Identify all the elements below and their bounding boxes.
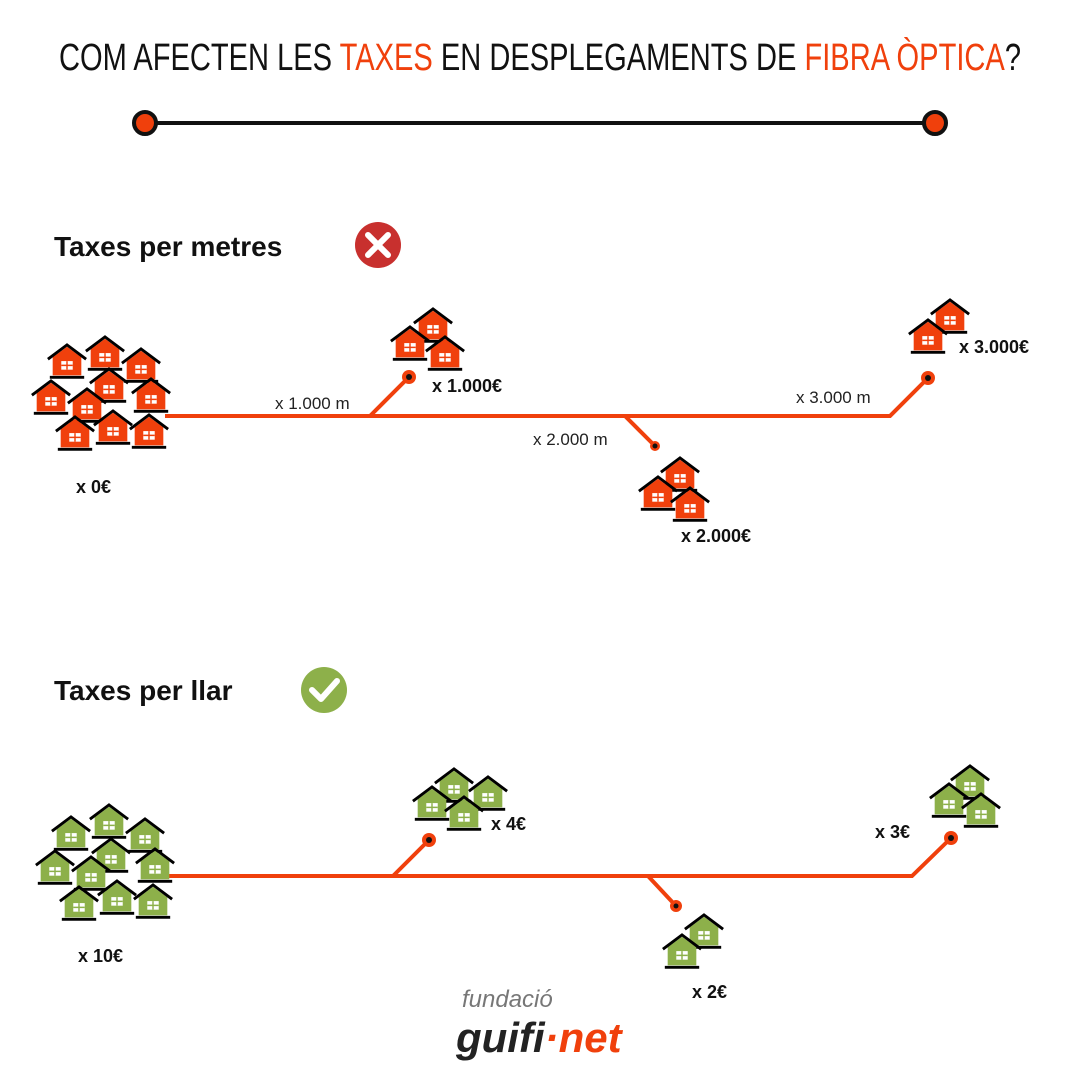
distance: x 3.000 m — [796, 388, 871, 407]
logo-part: net — [559, 1014, 624, 1061]
house — [130, 377, 172, 413]
house — [34, 849, 76, 885]
house — [58, 885, 100, 921]
house — [134, 847, 176, 883]
title-part: TAXES — [340, 37, 433, 79]
house — [669, 486, 711, 522]
title-part: COM AFECTEN LES — [59, 37, 340, 79]
junctions — [402, 370, 935, 451]
cost: x 2€ — [692, 982, 727, 1002]
logo-top: fundació — [462, 986, 553, 1013]
house — [124, 817, 166, 853]
house — [30, 379, 72, 415]
cross-icon — [355, 222, 401, 268]
fiber-lines — [165, 375, 930, 448]
title-part: ? — [1005, 37, 1021, 79]
cost: x 3.000€ — [959, 337, 1029, 357]
distance: x 1.000 m — [275, 394, 350, 413]
distance: x 2.000 m — [533, 430, 608, 449]
house — [128, 413, 170, 449]
cost: x 1.000€ — [432, 376, 502, 396]
title-part: FIBRA ÒPTICA — [804, 36, 1005, 79]
house — [88, 803, 130, 839]
title: COM AFECTEN LES TAXES EN DESPLEGAMENTS D… — [59, 36, 1021, 79]
fiber-lines — [165, 836, 953, 908]
section-heading: Taxes per metres — [54, 231, 282, 262]
title-part: EN DESPLEGAMENTS DE — [433, 37, 805, 79]
house — [120, 347, 162, 383]
divider-end — [922, 110, 948, 136]
junctions — [422, 831, 958, 912]
house — [84, 335, 126, 371]
logo-part: guifi — [455, 1014, 546, 1061]
cost: x 4€ — [491, 814, 526, 834]
house — [46, 343, 88, 379]
logo-name: guifi·net — [455, 1014, 624, 1061]
origin-cost: x 0€ — [76, 477, 111, 497]
cost: x 3€ — [875, 822, 910, 842]
logo-part: · — [545, 1014, 559, 1061]
divider-end — [132, 110, 158, 136]
houses — [30, 298, 971, 522]
houses — [34, 764, 1002, 969]
cost: x 2.000€ — [681, 526, 751, 546]
section-heading: Taxes per llar — [54, 675, 233, 706]
house — [132, 883, 174, 919]
origin-cost: x 10€ — [78, 946, 123, 966]
house — [50, 815, 92, 851]
check-icon — [301, 667, 347, 713]
